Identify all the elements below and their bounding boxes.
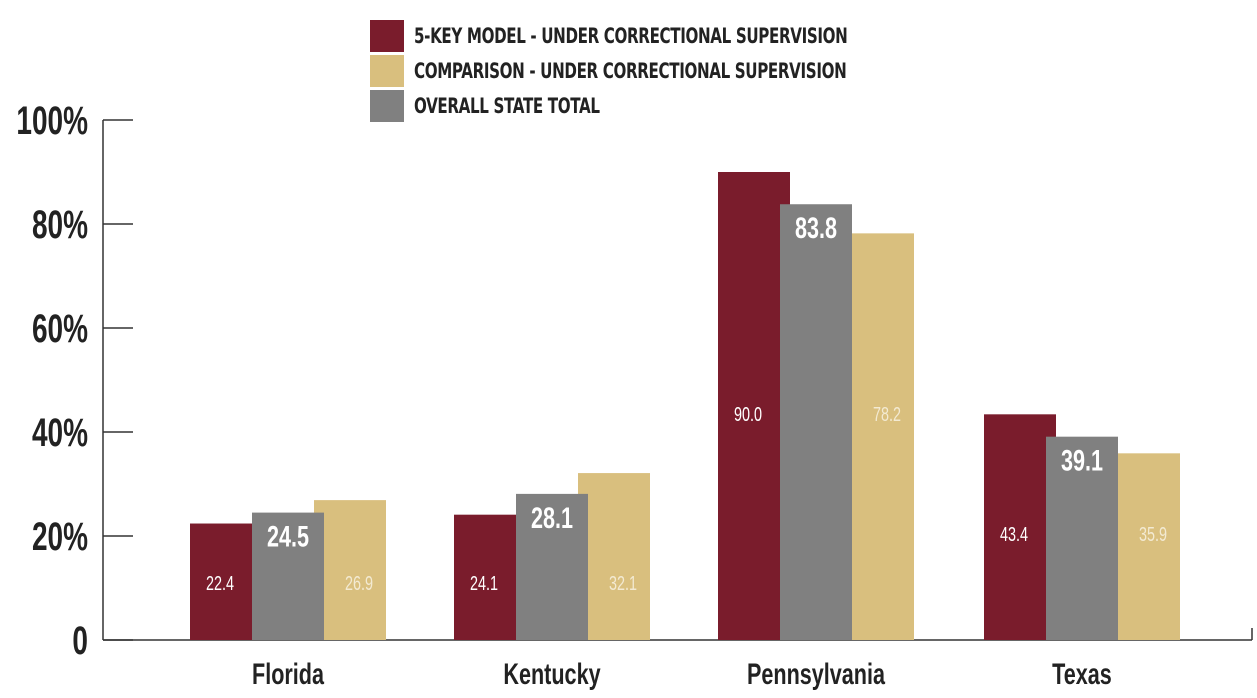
legend-swatch [370, 19, 404, 52]
y-tick-label: 100% [16, 99, 88, 143]
bar [516, 493, 588, 640]
legend-label: 5-KEY MODEL - UNDER CORRECTIONAL SUPERVI… [414, 23, 848, 48]
bar [780, 204, 852, 641]
bar [1108, 453, 1180, 640]
x-tick-label: Florida [252, 656, 324, 690]
data-label: 24.5 [267, 519, 309, 553]
data-label: 24.1 [470, 572, 498, 595]
data-label: 39.1 [1061, 443, 1103, 477]
data-label: 43.4 [1000, 523, 1028, 546]
data-label: 35.9 [1139, 523, 1167, 546]
x-tick-label: Pennsylvania [747, 656, 885, 690]
legend-entry: COMPARISON - UNDER CORRECTIONAL SUPERVIS… [370, 53, 1016, 88]
legend-entry: OVERALL STATE TOTAL [370, 88, 1016, 123]
bar [718, 172, 790, 640]
legend: 5-KEY MODEL - UNDER CORRECTIONAL SUPERVI… [370, 18, 1016, 123]
bar [314, 500, 386, 640]
bar [578, 473, 650, 640]
bar [1046, 436, 1118, 640]
x-tick-label: Texas [1052, 656, 1112, 690]
bar [984, 414, 1056, 640]
bar [190, 523, 262, 640]
legend-swatch [370, 89, 404, 122]
legend-entry: 5-KEY MODEL - UNDER CORRECTIONAL SUPERVI… [370, 18, 1016, 53]
legend-label: COMPARISON - UNDER CORRECTIONAL SUPERVIS… [414, 58, 847, 83]
y-tick-label: 0 [72, 619, 88, 663]
y-tick-label: 60% [32, 307, 88, 351]
y-tick-label: 80% [32, 203, 88, 247]
legend-label: OVERALL STATE TOTAL [414, 93, 600, 118]
data-label: 83.8 [795, 211, 837, 245]
y-tick-label: 40% [32, 411, 88, 455]
data-label: 32.1 [609, 572, 637, 595]
data-label: 22.4 [206, 572, 234, 595]
bar [252, 512, 324, 640]
bar [842, 233, 914, 641]
y-tick-label: 20% [32, 515, 88, 559]
data-label: 78.2 [873, 403, 901, 426]
data-label: 28.1 [531, 500, 573, 534]
data-label: 90.0 [734, 403, 762, 426]
data-label: 26.9 [345, 572, 373, 595]
bar [454, 514, 526, 640]
x-tick-label: Kentucky [503, 656, 601, 690]
legend-swatch [370, 54, 404, 87]
